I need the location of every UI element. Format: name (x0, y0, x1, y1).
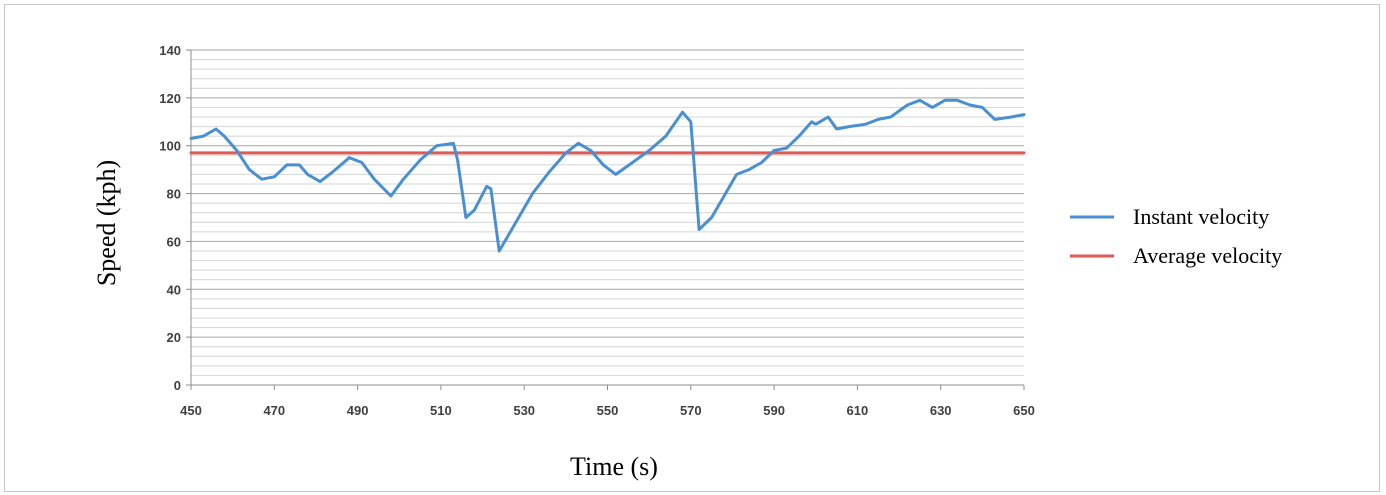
legend-label-instant-velocity: Instant velocity (1133, 204, 1269, 229)
y-tick-label: 120 (159, 91, 181, 106)
x-tick-label: 590 (763, 403, 785, 418)
x-axis-title: Time (s) (570, 452, 658, 481)
axes (186, 49, 1025, 390)
y-tick-label: 0 (174, 378, 181, 393)
y-axis-title: Speed (kph) (92, 160, 121, 286)
y-tick-label: 40 (167, 282, 181, 297)
x-tick-label: 490 (347, 403, 369, 418)
x-tick-label: 570 (680, 403, 702, 418)
major-gridlines (191, 49, 1024, 338)
x-tick-label: 630 (930, 403, 952, 418)
y-tick-labels: 0 20 40 60 80 100 120 140 (159, 43, 181, 393)
y-tick-label: 20 (167, 330, 181, 345)
x-tick-label: 530 (513, 403, 535, 418)
legend-label-average-velocity: Average velocity (1133, 243, 1282, 268)
y-tick-label: 80 (167, 187, 181, 202)
series-line-instant-velocity (189, 98, 1026, 253)
line-chart: 0 20 40 60 80 100 120 140 450 470 490 510 530 550 570… (92, 43, 1282, 481)
x-tick-labels: 450 470 490 510 530 550 570 590 610 630 650 (180, 403, 1035, 418)
x-tick-label: 650 (1013, 403, 1035, 418)
x-tick-label: 550 (597, 403, 619, 418)
y-tick-label: 100 (159, 139, 181, 154)
chart-frame: 0 20 40 60 80 100 120 140 450 470 490 510 530 550 570… (4, 4, 1380, 492)
y-tick-label: 60 (167, 234, 181, 249)
x-tick-label: 450 (180, 403, 202, 418)
legend: Instant velocity Average velocity (1070, 204, 1282, 268)
series-layer (189, 98, 1026, 253)
x-tick-label: 610 (847, 403, 869, 418)
y-tick-label: 140 (159, 43, 181, 58)
minor-gridlines (191, 59, 1024, 376)
x-tick-label: 510 (430, 403, 452, 418)
x-tick-label: 470 (263, 403, 285, 418)
